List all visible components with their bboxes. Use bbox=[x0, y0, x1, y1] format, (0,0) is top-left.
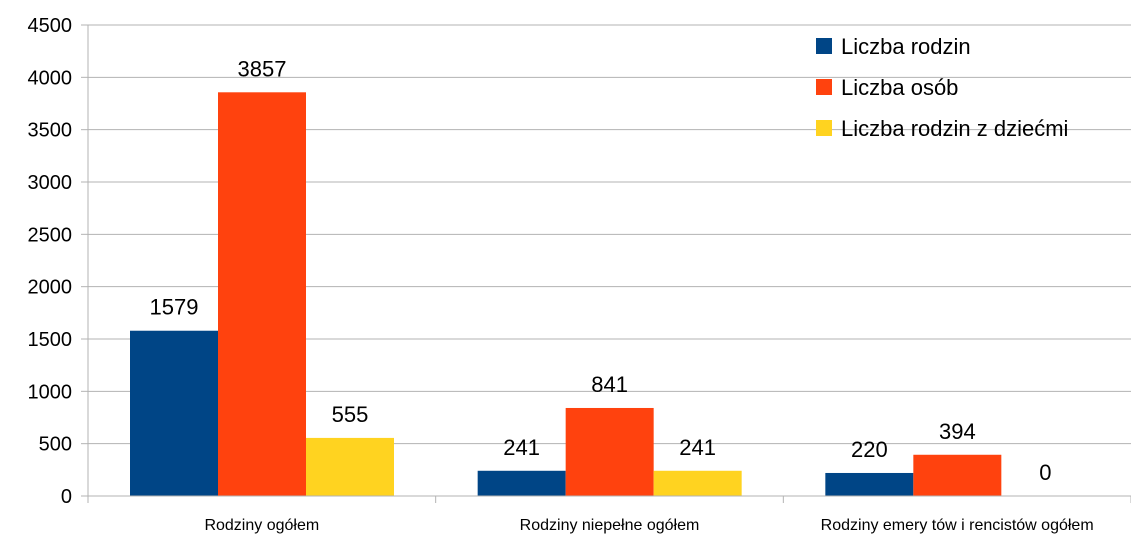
y-axis-ticks: 0 500 1000 1500 2000 2500 3000 3500 4000 4500 bbox=[28, 15, 73, 508]
data-label: 841 bbox=[591, 372, 628, 397]
y-tick-label: 4500 bbox=[28, 15, 73, 37]
bar bbox=[653, 470, 742, 496]
bar bbox=[913, 454, 1002, 496]
axes bbox=[81, 24, 1131, 503]
legend: Liczba rodzin Liczba osób Liczba rodzin z … bbox=[816, 34, 1068, 141]
legend-swatch bbox=[816, 79, 832, 95]
y-tick-label: 2000 bbox=[28, 277, 73, 299]
category-label: Rodziny ogółem bbox=[204, 517, 319, 534]
y-tick-label: 3000 bbox=[28, 172, 73, 194]
legend-swatch bbox=[816, 120, 832, 136]
legend-label: Liczba osób bbox=[841, 75, 958, 100]
y-tick-label: 2500 bbox=[28, 224, 73, 246]
y-tick-label: 1500 bbox=[28, 329, 73, 351]
data-labels: 1579 3857 555 241 841 241 220 394 0 bbox=[150, 56, 1052, 485]
legend-swatch bbox=[816, 38, 832, 54]
legend-label: Liczba rodzin bbox=[841, 34, 971, 59]
data-label: 220 bbox=[851, 437, 888, 462]
data-label: 555 bbox=[332, 402, 369, 427]
category-labels: Rodziny ogółem Rodziny niepełne ogółem Rod… bbox=[204, 517, 1093, 534]
data-label: 1579 bbox=[150, 295, 199, 320]
bar bbox=[477, 470, 566, 496]
bars bbox=[130, 92, 1002, 497]
y-tick-label: 1000 bbox=[28, 381, 73, 403]
data-label: 394 bbox=[939, 419, 976, 444]
bar bbox=[565, 407, 654, 496]
bar bbox=[825, 472, 914, 496]
bar bbox=[218, 92, 306, 497]
bar bbox=[306, 437, 394, 496]
data-label: 3857 bbox=[238, 56, 287, 81]
category-label: Rodziny emery tów i rencistów ogółem bbox=[821, 517, 1094, 534]
y-tick-label: 0 bbox=[61, 486, 72, 508]
data-label: 0 bbox=[1039, 460, 1051, 485]
y-tick-label: 500 bbox=[39, 434, 72, 456]
legend-label: Liczba rodzin z dziećmi bbox=[841, 116, 1068, 141]
data-label: 241 bbox=[679, 435, 716, 460]
y-tick-label: 4000 bbox=[28, 67, 73, 89]
data-label: 241 bbox=[503, 435, 540, 460]
bar bbox=[130, 330, 218, 496]
y-tick-label: 3500 bbox=[28, 120, 73, 142]
category-label: Rodziny niepełne ogółem bbox=[520, 517, 700, 534]
